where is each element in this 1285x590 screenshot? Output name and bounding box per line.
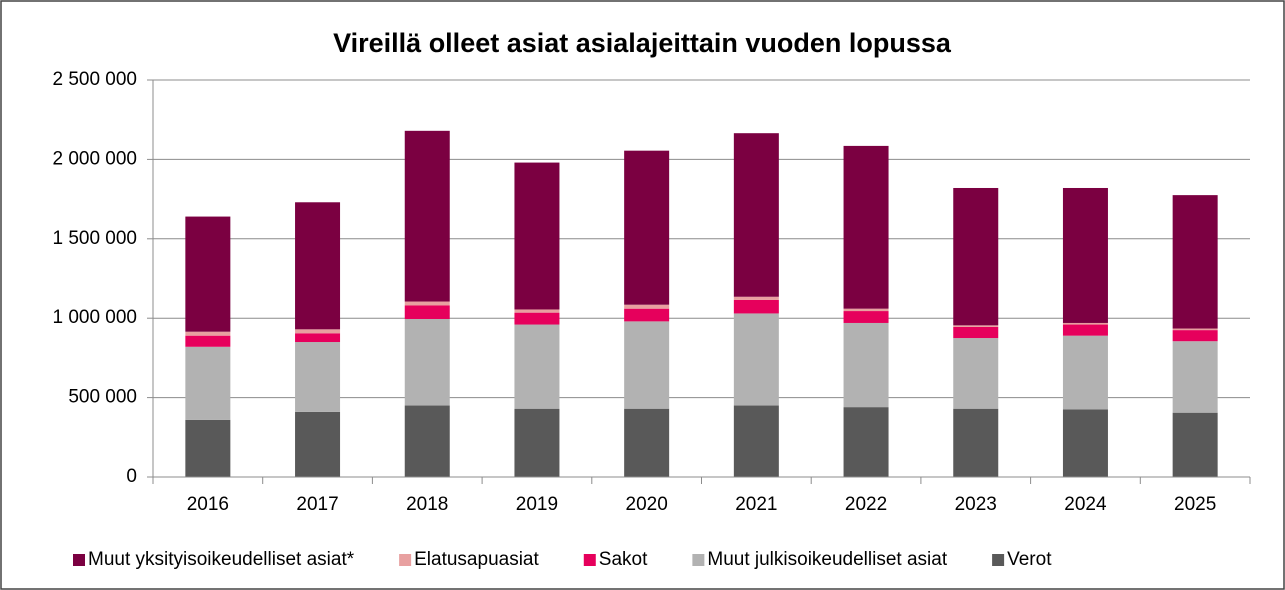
bar-segment <box>953 187 999 326</box>
legend-label: Elatusapuasiat <box>414 549 539 570</box>
legend-label: Sakot <box>599 549 648 570</box>
bar-segment <box>185 346 231 420</box>
bar-segment <box>404 301 450 306</box>
bar-segment <box>953 408 999 477</box>
bar-segment <box>514 162 560 310</box>
x-tick-label: 2025 <box>1174 494 1216 515</box>
x-tick-label: 2024 <box>1064 494 1107 515</box>
bar-segment <box>733 405 779 477</box>
chart-title: Vireillä olleet asiat asialajeittain vuo… <box>333 28 952 58</box>
bar-segment <box>295 329 341 334</box>
bar-segment <box>295 342 341 412</box>
legend-swatch <box>399 554 412 566</box>
bar-segment <box>514 309 560 313</box>
bar-segment <box>1062 322 1108 325</box>
bar-segment <box>295 333 341 343</box>
bar-segment <box>733 133 779 297</box>
y-tick-label: 1 500 000 <box>52 228 137 249</box>
bar-segment <box>185 419 231 477</box>
legend-swatch <box>992 554 1005 566</box>
bar-segment <box>185 335 231 347</box>
legend-swatch <box>583 554 596 566</box>
y-tick-label: 2 000 000 <box>52 148 137 169</box>
bar-segment <box>1062 187 1108 323</box>
bar-segment <box>514 312 560 325</box>
x-tick-label: 2017 <box>296 494 338 515</box>
bar-segment <box>624 321 670 409</box>
x-tick-label: 2019 <box>516 494 558 515</box>
x-tick-label: 2021 <box>735 494 777 515</box>
bar-segment <box>953 325 999 327</box>
legend-swatch <box>73 554 85 566</box>
bar-segment <box>953 326 999 339</box>
bar-segment <box>624 308 670 322</box>
bar-segment <box>733 313 779 406</box>
bar-segment <box>1172 195 1218 329</box>
bar-segment <box>624 304 670 309</box>
bar-segment <box>404 318 450 406</box>
x-tick-label: 2020 <box>626 494 668 515</box>
bar-segment <box>1062 335 1108 410</box>
x-tick-label: 2016 <box>187 494 229 515</box>
legend-label: Muut julkisoikeudelliset asiat <box>707 549 947 570</box>
bar-segment <box>514 324 560 409</box>
x-tick-label: 2023 <box>955 494 997 515</box>
bar-segment <box>404 130 450 302</box>
bar-segment <box>843 407 889 477</box>
y-tick-label: 500 000 <box>68 387 137 408</box>
y-tick-label: 2 500 000 <box>52 69 137 90</box>
bar-segment <box>185 216 231 332</box>
x-tick-label: 2022 <box>845 494 887 515</box>
bar-segment <box>843 308 889 312</box>
y-tick-label: 1 000 000 <box>52 307 137 328</box>
bar-segment <box>1062 324 1108 336</box>
bar-segment <box>624 408 670 477</box>
bar-segment <box>1172 341 1218 413</box>
bar-segment <box>295 202 341 330</box>
bar-segment <box>1172 328 1218 331</box>
bar-segment <box>404 305 450 319</box>
bar-segment <box>624 150 670 305</box>
legend-swatch <box>692 554 705 566</box>
bar-segment <box>1172 412 1218 477</box>
y-tick-label: 0 <box>126 466 137 487</box>
legend-label: Muut yksityisoikeudelliset asiat* <box>88 549 355 570</box>
bar-segment <box>514 408 560 477</box>
bar-segment <box>404 405 450 477</box>
bar-segment <box>1172 330 1218 342</box>
bar-segment <box>1062 409 1108 477</box>
bar-segment <box>953 338 999 409</box>
bar-segment <box>843 145 889 309</box>
bar-segment <box>185 331 231 336</box>
bar-segment <box>843 322 889 408</box>
bar-segment <box>733 299 779 314</box>
x-tick-label: 2018 <box>406 494 448 515</box>
bar-segment <box>733 296 779 300</box>
legend-label: Verot <box>1007 549 1052 570</box>
bar-segment <box>843 311 889 323</box>
bar-segment <box>295 411 341 477</box>
